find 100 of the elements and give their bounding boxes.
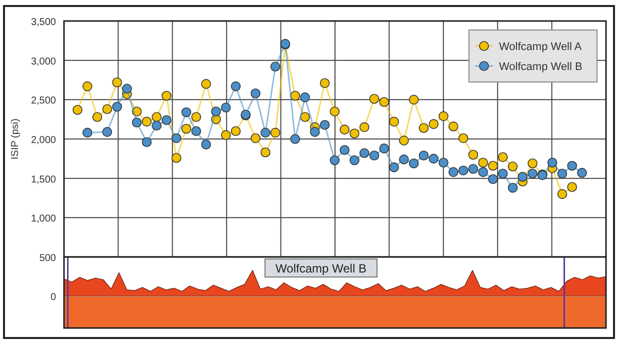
point (528, 158, 538, 168)
point (408, 94, 419, 105)
point (142, 137, 152, 148)
point (132, 118, 142, 128)
point (418, 123, 429, 133)
point (162, 90, 172, 101)
y-tick-label: 0 (50, 292, 56, 304)
point (201, 79, 211, 89)
y-tick-label: 1,000 (30, 214, 56, 225)
y-tick-label: 3,500 (30, 17, 56, 28)
point (389, 162, 399, 172)
point (172, 152, 182, 163)
point (320, 78, 330, 88)
point (172, 133, 182, 144)
point (220, 102, 231, 112)
point (260, 147, 270, 158)
point (82, 81, 92, 92)
point (389, 116, 399, 127)
point (458, 166, 468, 176)
point (230, 126, 241, 136)
y-tick-label: 2,500 (30, 96, 56, 107)
point (330, 106, 340, 116)
point (250, 88, 260, 98)
point (408, 158, 419, 168)
point (191, 112, 202, 122)
point (438, 111, 448, 122)
point (330, 155, 340, 166)
point (201, 140, 211, 150)
point (488, 174, 498, 184)
point (567, 182, 578, 192)
point (428, 119, 439, 129)
point (557, 168, 568, 179)
point (577, 168, 587, 178)
point (152, 120, 162, 131)
point (468, 164, 478, 174)
point (498, 152, 508, 162)
point (478, 158, 488, 168)
chart-title: Wolfcamp Well B (276, 262, 366, 276)
legend-label: Wolfcamp Well B (499, 61, 582, 73)
point (320, 120, 330, 130)
point (162, 115, 172, 126)
point (448, 122, 458, 132)
point (567, 160, 578, 171)
point (428, 154, 439, 164)
point (290, 90, 300, 101)
legend-label: Wolfcamp Well A (499, 41, 582, 53)
point (270, 62, 280, 72)
point (191, 126, 202, 136)
point (270, 128, 280, 138)
point (260, 128, 270, 138)
point (508, 162, 518, 172)
point (458, 133, 468, 144)
point (340, 145, 350, 155)
point (448, 167, 458, 177)
point (181, 107, 192, 118)
point (112, 77, 122, 88)
point (438, 158, 448, 168)
point (112, 102, 122, 112)
point (379, 144, 390, 154)
point (290, 134, 300, 144)
point (310, 127, 320, 137)
point (350, 155, 360, 166)
point (250, 133, 260, 144)
point (152, 112, 162, 122)
point (102, 127, 112, 137)
point (399, 136, 409, 146)
point (142, 116, 152, 127)
point (220, 130, 231, 140)
point (478, 167, 488, 177)
point (122, 84, 132, 94)
point (359, 122, 370, 132)
point (230, 81, 241, 92)
point (418, 150, 429, 160)
point (92, 112, 102, 122)
point (399, 154, 409, 164)
point (369, 150, 380, 160)
point (498, 168, 508, 179)
y-axis-title: ISIP (psi) (10, 118, 21, 160)
point (181, 124, 192, 134)
point (300, 92, 310, 102)
point (547, 158, 558, 168)
point (350, 128, 360, 138)
point (300, 112, 310, 122)
point (82, 128, 92, 138)
point (102, 104, 112, 114)
point (528, 168, 538, 179)
point (211, 106, 221, 116)
point (518, 172, 528, 182)
y-tick-label: 3,000 (30, 56, 56, 68)
point (359, 148, 370, 158)
point (72, 104, 82, 115)
point (340, 124, 350, 134)
point (379, 97, 390, 107)
point (468, 150, 478, 160)
point (369, 94, 380, 104)
point (557, 189, 568, 199)
y-tick-label: 500 (39, 253, 56, 264)
point (488, 160, 498, 171)
point (508, 182, 518, 193)
point (132, 106, 142, 116)
